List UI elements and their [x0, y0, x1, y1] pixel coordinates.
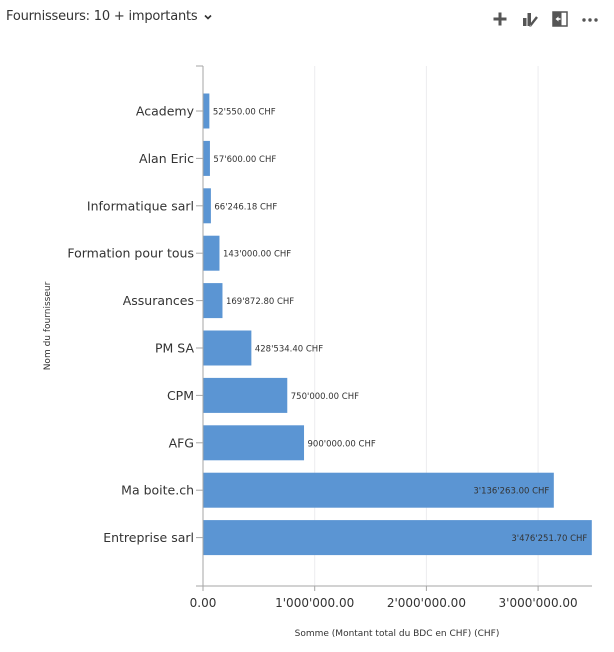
category-label: Formation pour tous [67, 246, 194, 261]
category-label: Alan Eric [139, 151, 194, 166]
category-label: Academy [136, 104, 195, 119]
category-label: AFG [169, 435, 194, 450]
more-icon [582, 18, 598, 22]
expand-panel-icon [552, 11, 568, 27]
category-label: Informatique sarl [87, 198, 194, 213]
plus-icon [493, 12, 507, 26]
axes [196, 65, 592, 591]
toolbar [480, 9, 600, 29]
chart-edit-icon [523, 13, 538, 27]
view-selector[interactable]: Fournisseurs: 10 + importants [6, 9, 213, 24]
x-tick-label: 3'000'000.00 [499, 596, 578, 610]
chevron-down-icon [203, 14, 212, 20]
bar[interactable] [203, 520, 592, 556]
data-label: 57'600.00 CHF [213, 155, 276, 165]
add-button[interactable] [490, 9, 510, 29]
data-label: 428'534.40 CHF [255, 345, 323, 355]
data-labels: 52'550.00 CHF 57'600.00 CHF 66'246.18 CHF 1… [213, 108, 588, 545]
x-tick-label: 1'000'000.00 [275, 596, 354, 610]
x-tick-labels: 0.00 1'000'000.00 2'000'000.00 3'000'000.00 [190, 596, 578, 610]
bars [203, 93, 592, 556]
y-axis-title: Nom du fournisseur [43, 281, 53, 370]
bar[interactable] [203, 235, 220, 271]
category-label: Assurances [123, 293, 194, 308]
chart-header: Fournisseurs: 10 + importants [0, 0, 614, 36]
data-label: 900'000.00 CHF [308, 439, 376, 449]
data-label: 169'872.80 CHF [226, 297, 294, 307]
bar[interactable] [203, 283, 223, 319]
chart-title: Fournisseurs: 10 + importants [6, 9, 198, 24]
bar[interactable] [203, 377, 288, 413]
bar[interactable] [203, 93, 210, 129]
more-button[interactable] [580, 9, 600, 29]
bar[interactable] [203, 188, 211, 224]
bar[interactable] [203, 330, 252, 366]
data-label: 143'000.00 CHF [223, 250, 291, 260]
bar[interactable] [203, 140, 210, 176]
category-label: Ma boite.ch [121, 483, 194, 498]
x-axis-title: Somme (Montant total du BDC en CHF) (CHF… [295, 629, 500, 639]
gridlines [314, 66, 539, 586]
x-tick-label: 2'000'000.00 [387, 596, 466, 610]
data-label: 3'136'263.00 CHF [473, 487, 549, 497]
x-tick-label: 0.00 [190, 596, 217, 610]
category-labels: Academy Alan Eric Informatique sarl Formati… [67, 104, 194, 546]
bar[interactable] [203, 472, 554, 508]
bar[interactable] [203, 425, 305, 461]
data-label: 3'476'251.70 CHF [511, 534, 587, 544]
data-label: 66'246.18 CHF [214, 202, 277, 212]
category-label: PM SA [155, 341, 194, 356]
category-label: Entreprise sarl [103, 530, 194, 545]
category-label: CPM [167, 388, 194, 403]
chart-edit-button[interactable] [520, 9, 540, 29]
data-label: 52'550.00 CHF [213, 108, 276, 118]
expand-button[interactable] [550, 9, 570, 29]
data-label: 750'000.00 CHF [291, 392, 359, 402]
